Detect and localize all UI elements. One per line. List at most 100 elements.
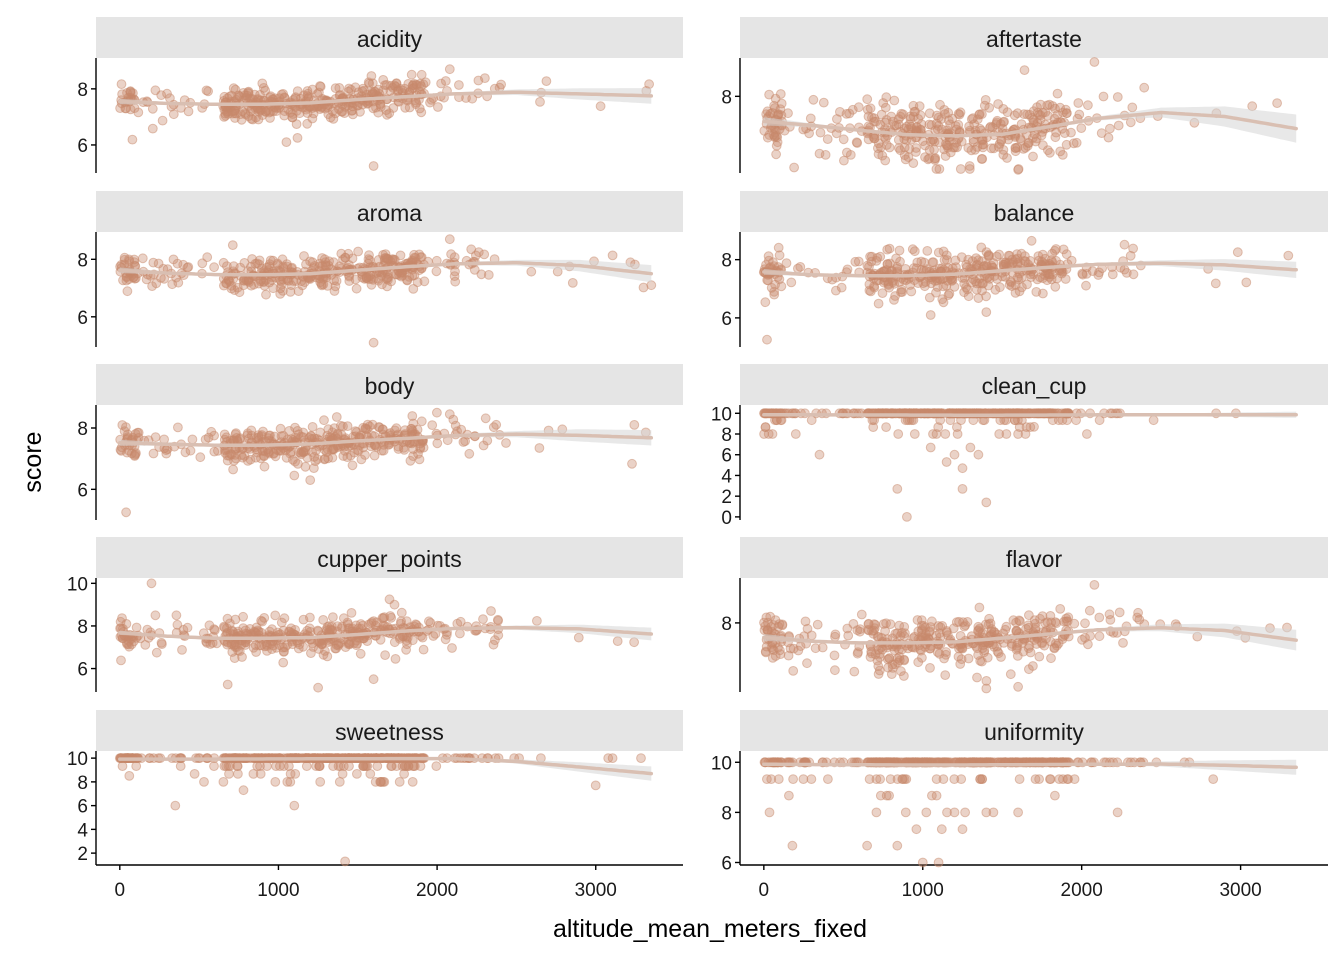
data-point — [895, 111, 906, 122]
data-point — [356, 454, 367, 465]
data-point — [393, 444, 404, 454]
data-point — [444, 409, 455, 420]
data-point — [319, 453, 330, 464]
data-point — [187, 434, 198, 445]
y-tick-label-balance-8: 8 — [721, 251, 732, 272]
data-point — [603, 753, 614, 763]
data-point — [1022, 279, 1032, 290]
data-point — [886, 669, 897, 679]
data-point — [949, 774, 960, 784]
data-point — [933, 857, 944, 868]
data-point — [427, 420, 438, 431]
data-point — [866, 648, 877, 659]
data-point — [1094, 612, 1105, 623]
data-point — [567, 278, 578, 288]
data-point — [871, 774, 882, 784]
data-point — [1037, 611, 1048, 621]
data-point — [486, 606, 496, 616]
data-point — [977, 154, 988, 164]
data-point — [394, 777, 405, 787]
data-point — [330, 281, 341, 292]
data-point — [352, 445, 363, 455]
data-point — [943, 290, 954, 301]
data-point — [1128, 243, 1138, 254]
data-point — [949, 807, 960, 818]
data-point — [233, 769, 243, 779]
data-point — [380, 650, 391, 660]
data-point — [313, 682, 324, 693]
data-point — [936, 824, 947, 835]
y-tick-label-uniformity-10: 10 — [711, 753, 732, 774]
smooth-line-clean_cup — [762, 412, 1298, 417]
data-point — [1012, 272, 1023, 283]
data-point — [1010, 146, 1021, 157]
data-point — [1019, 65, 1030, 75]
data-point — [1045, 147, 1055, 158]
y-tick-label-body-6: 6 — [77, 480, 88, 501]
y-tick-label-sweetness-10: 10 — [67, 749, 88, 770]
facet-strip-label-acidity: acidity — [357, 26, 423, 52]
data-point — [298, 427, 309, 438]
y-tick-label-flavor-8: 8 — [721, 614, 732, 635]
data-point — [253, 430, 264, 441]
data-point — [1068, 138, 1079, 149]
data-point — [328, 761, 339, 771]
data-point — [960, 807, 970, 818]
facet-strip-label-cupper_points: cupper_points — [317, 546, 462, 572]
data-point — [363, 254, 374, 265]
data-point — [777, 619, 788, 630]
data-point — [760, 297, 771, 308]
data-point — [839, 155, 849, 166]
data-point — [941, 457, 952, 467]
data-point — [1010, 143, 1021, 154]
data-point — [349, 638, 360, 649]
data-point — [416, 107, 427, 118]
data-point — [942, 255, 952, 265]
data-point — [315, 777, 326, 787]
x-tick-label-0-3000: 3000 — [575, 880, 617, 901]
data-point — [444, 64, 455, 75]
data-point — [992, 641, 1002, 652]
data-point — [146, 578, 157, 589]
data-point — [362, 636, 373, 646]
data-point — [1037, 249, 1048, 260]
data-point — [361, 273, 372, 284]
data-point — [260, 106, 271, 117]
data-point — [150, 610, 161, 621]
data-point — [289, 470, 300, 481]
data-point — [248, 642, 259, 653]
data-point — [1049, 245, 1060, 256]
data-point — [905, 114, 916, 124]
data-point — [309, 452, 320, 462]
data-point — [479, 249, 490, 260]
y-tick-label-uniformity-8: 8 — [721, 803, 732, 824]
data-point — [1013, 164, 1023, 175]
data-point — [350, 82, 361, 93]
data-point — [407, 83, 418, 94]
data-point — [418, 644, 429, 655]
data-point — [298, 614, 309, 625]
y-tick-label-clean_cup-0: 0 — [721, 508, 732, 529]
facet-strip-label-body: body — [365, 373, 415, 399]
data-point — [347, 460, 358, 471]
data-point — [636, 753, 646, 763]
data-point — [455, 628, 465, 639]
data-point — [1029, 421, 1039, 432]
data-point — [121, 507, 131, 518]
data-point — [302, 118, 313, 129]
data-point — [168, 254, 179, 265]
data-point — [933, 112, 944, 123]
data-point — [925, 663, 935, 673]
y-tick-label-balance-6: 6 — [721, 309, 732, 330]
y-tick-label-aftertaste-8: 8 — [721, 87, 732, 108]
facet-strip-label-aroma: aroma — [357, 200, 422, 226]
data-point — [117, 761, 128, 771]
data-point — [242, 428, 253, 439]
data-point — [1272, 98, 1282, 108]
x-tick-label-0-1000: 1000 — [257, 880, 299, 901]
data-point — [1074, 109, 1085, 120]
data-point — [526, 266, 537, 277]
data-point — [832, 114, 842, 124]
data-point — [823, 774, 833, 784]
data-point — [1050, 790, 1060, 801]
